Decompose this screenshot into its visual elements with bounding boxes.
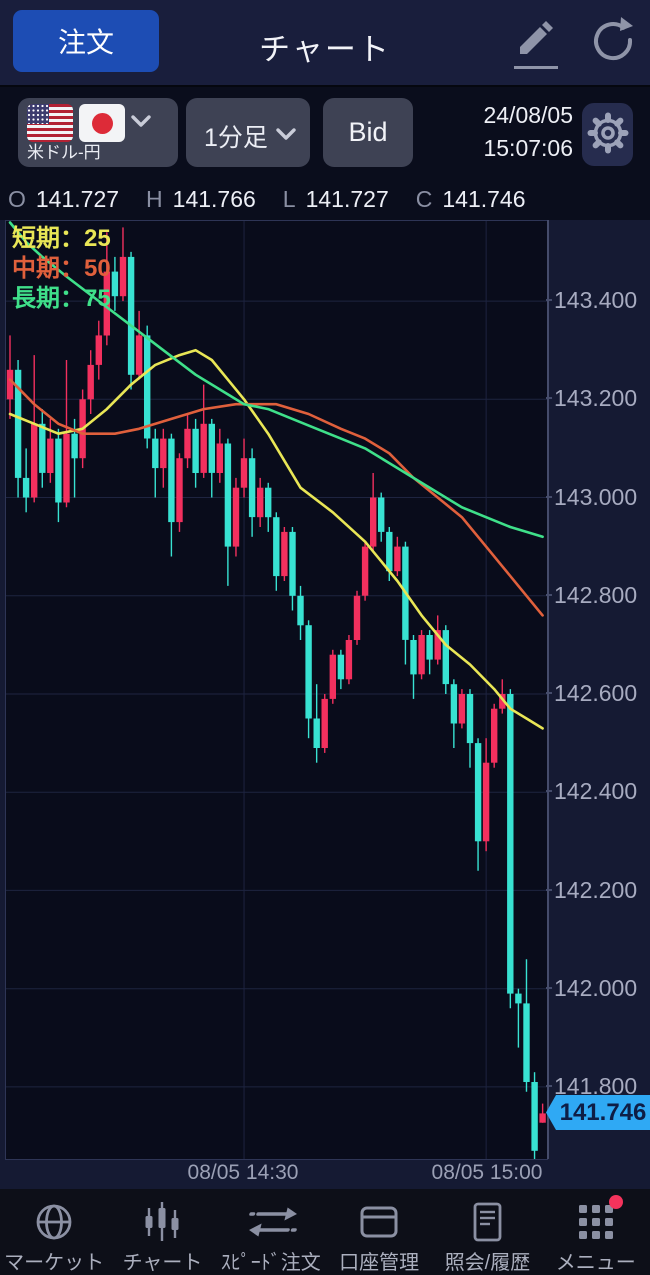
- ma-legend: 短期：25 中期：50 長期：75: [12, 224, 111, 314]
- y-axis-label: 142.400: [546, 778, 648, 804]
- card-icon: [356, 1199, 402, 1244]
- toolbar: 米ドル-円 1分足 Bid 24/08/05 15:07:06: [0, 85, 650, 181]
- nav-label: メニュー: [555, 1252, 636, 1274]
- refresh-icon: [588, 17, 638, 70]
- low-value: 141.727: [305, 186, 389, 212]
- order-button[interactable]: 注文: [13, 10, 159, 72]
- nav-item-market[interactable]: マーケット: [0, 1189, 108, 1275]
- bid-ask-toggle[interactable]: Bid: [323, 98, 413, 167]
- candlestick-chart[interactable]: [5, 220, 548, 1160]
- y-axis-label: 141.800: [546, 1073, 648, 1099]
- y-axis-label: 143.400: [546, 287, 648, 313]
- current-price-badge: 141.746: [546, 1095, 650, 1130]
- candlestick-icon: [140, 1199, 184, 1244]
- currency-pair-selector[interactable]: 米ドル-円: [18, 98, 178, 167]
- settings-button[interactable]: [582, 103, 633, 166]
- notification-dot: [608, 1195, 623, 1209]
- pencil-icon: [512, 21, 560, 68]
- high-label: H: [146, 186, 163, 212]
- x-axis-label: 08/05 14:30: [187, 1161, 299, 1184]
- y-axis-label: 142.200: [546, 877, 648, 903]
- top-bar: 注文 チャート: [0, 0, 650, 87]
- y-axis-label: 142.800: [546, 582, 648, 608]
- bottom-nav: マーケット チャート: [0, 1189, 650, 1275]
- ma-legend-short: 短期：25: [12, 225, 111, 252]
- y-axis-label: 142.600: [546, 680, 648, 706]
- x-axis-label: 08/05 15:00: [431, 1161, 543, 1184]
- ma-legend-long: 長期：75: [12, 285, 111, 312]
- refresh-button[interactable]: [588, 14, 638, 66]
- timeframe-selector[interactable]: 1分足: [186, 98, 310, 167]
- nav-label: マーケット: [4, 1252, 105, 1274]
- timestamp: 24/08/05 15:07:06: [483, 99, 573, 165]
- nav-item-account[interactable]: 口座管理: [325, 1189, 433, 1275]
- nav-item-menu[interactable]: メニュー: [542, 1189, 650, 1275]
- low-label: L: [282, 186, 296, 212]
- japan-flag-icon: [79, 104, 125, 142]
- speed-arrows-icon: [243, 1199, 299, 1244]
- globe-icon: [32, 1199, 76, 1244]
- y-axis-label: 142.000: [546, 975, 648, 1001]
- nav-item-chart[interactable]: チャート: [108, 1189, 216, 1275]
- draw-tool-button[interactable]: [512, 16, 560, 72]
- price-axis-line: [547, 220, 549, 1159]
- pair-label: 米ドル-円: [27, 143, 101, 162]
- y-axis-label: 143.200: [546, 385, 648, 411]
- time-text: 15:07:06: [483, 135, 573, 161]
- open-value: 141.727: [35, 186, 120, 212]
- ohlc-row: O 141.727 H 141.766 L 141.727 C 141.746: [8, 181, 648, 218]
- nav-item-history[interactable]: 照会/履歴: [433, 1189, 541, 1275]
- edit-underline: [514, 66, 558, 69]
- nav-label: チャート: [122, 1252, 203, 1274]
- grid-menu-icon: [576, 1195, 623, 1244]
- chevron-down-icon: [131, 114, 151, 133]
- pair-flags: [27, 104, 151, 142]
- chart-area: 短期：25 中期：50 長期：75 143.400 143.200 143.00…: [0, 220, 650, 1190]
- ma-legend-mid: 中期：50: [12, 255, 111, 282]
- high-value: 141.766: [172, 186, 256, 212]
- nav-item-speed-order[interactable]: ｽﾋﾟｰﾄﾞ注文: [217, 1189, 325, 1275]
- close-value: 141.746: [442, 186, 526, 212]
- date-text: 24/08/05: [483, 102, 573, 128]
- gear-icon: [586, 111, 630, 158]
- open-label: O: [8, 186, 26, 212]
- nav-label: 照会/履歴: [444, 1252, 531, 1274]
- y-axis-label: 143.000: [546, 484, 648, 510]
- us-flag-icon: [27, 104, 73, 142]
- close-label: C: [415, 186, 433, 212]
- page-title: チャート: [259, 32, 391, 67]
- nav-label: ｽﾋﾟｰﾄﾞ注文: [220, 1252, 321, 1274]
- timeframe-label: 1分足: [204, 124, 268, 152]
- document-icon: [465, 1199, 509, 1244]
- nav-label: 口座管理: [339, 1252, 420, 1274]
